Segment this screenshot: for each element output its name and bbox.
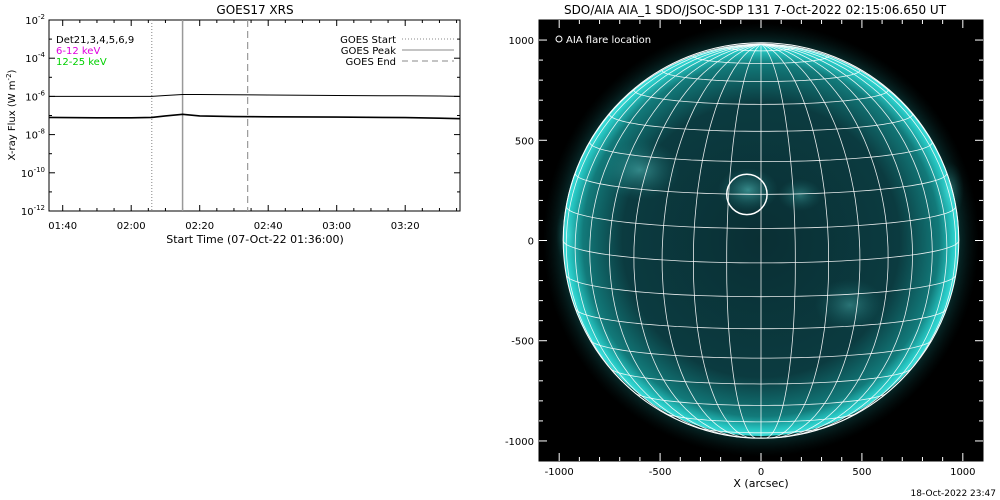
aia-x-tick-label: 500 (852, 467, 871, 478)
flare-location-circle (725, 173, 768, 216)
aia-legend: AIA flare location (555, 35, 651, 46)
heliographic-grid-line (574, 43, 762, 428)
aia-y-tick-label: 500 (515, 136, 534, 147)
active-region-center-east (778, 179, 822, 211)
goes-y-tick-label: 10-10 (21, 166, 45, 180)
goes-x-tick-label: 03:00 (322, 221, 351, 232)
goes-x-tick-label: 02:00 (117, 221, 146, 232)
aia-chart-title: SDO/AIA AIA_1 SDO/JSOC-SDP 131 7-Oct-202… (564, 3, 947, 17)
goes-y-tick-label: 10-12 (21, 204, 45, 218)
solar-limb-circle (562, 42, 960, 439)
heliographic-grid-line (693, 43, 762, 439)
goes-event-lines (151, 20, 249, 211)
goes-energy-annotation-low: 6-12 keV (56, 46, 100, 57)
goes-x-tick-label: 03:20 (391, 221, 420, 232)
goes-y-tick-label: 10-8 (25, 128, 45, 142)
heliographic-grid-line (760, 43, 948, 428)
aia-legend-label: AIA flare location (566, 35, 651, 46)
goes-legend-end-label: GOES End (346, 57, 396, 68)
active-region-limb-east (556, 205, 580, 265)
heliographic-grid (562, 42, 960, 439)
goes-legend: GOES Start GOES Peak GOES End (340, 35, 454, 68)
aia-x-tick-label: 0 (758, 467, 764, 478)
goes-y-tick-label: 10-4 (25, 51, 45, 65)
aia-legend-marker (555, 35, 563, 43)
goes-series-group (48, 94, 461, 120)
heliographic-grid-line (760, 43, 933, 434)
aia-sun-image (543, 23, 979, 457)
aia-y-tick-label: -1000 (505, 437, 534, 448)
goes-y-tick-label: 10-2 (25, 13, 45, 27)
heliographic-grid-line (760, 43, 829, 439)
heliographic-grid-line (760, 43, 913, 437)
active-region-east (600, 140, 680, 200)
heliographic-grid-line (609, 43, 762, 437)
goes-x-axis-label: Start Time (07-Oct-22 01:36:00) (166, 233, 344, 246)
footer-timestamp: 18-Oct-2022 23:47 (911, 489, 996, 499)
goes-series-line (49, 94, 461, 97)
goes-energy-annotation-high: 12-25 keV (56, 57, 107, 68)
aia-y-tick-label: -500 (511, 337, 534, 348)
aia-x-axis-label: X (arcsec) (733, 477, 788, 490)
heliographic-grid-line (633, 43, 762, 438)
goes-xrs-chart: GOES17 XRS 10-2 10-4 10-6 10-8 10-10 10-12 01… (5, 3, 461, 246)
goes-x-axis: 01:40 02:00 02:20 02:40 03:00 03:20 (48, 20, 458, 232)
goes-x-tick-label: 01:40 (48, 221, 77, 232)
goes-legend-peak-label: GOES Peak (341, 46, 396, 57)
goes-det-annotation: Det21,3,4,5,6,9 (56, 35, 134, 46)
aia-y-tick-label: 1000 (509, 36, 534, 47)
heliographic-grid-line (726, 43, 762, 439)
aia-x-tick-label: 1000 (950, 467, 975, 478)
goes-plot-frame (48, 19, 461, 212)
goes-chart-title: GOES17 XRS (216, 3, 293, 17)
goes-x-tick-label: 02:40 (254, 221, 283, 232)
active-region-southwest (815, 279, 885, 331)
aia-y-tick-label: 0 (528, 237, 534, 248)
heliographic-grid-line (760, 43, 889, 438)
aia-y-axis: 1000 500 0 -500 -1000 (505, 36, 983, 448)
goes-y-tick-label: 10-6 (25, 89, 45, 103)
heliographic-grid-line (661, 43, 762, 438)
heliographic-grid-line (760, 43, 957, 403)
goes-legend-start-label: GOES Start (340, 35, 396, 46)
aia-x-axis: -1000 -500 0 500 1000 (545, 20, 976, 478)
heliographic-grid-line (565, 43, 762, 403)
aia-x-tick-label: -500 (649, 467, 672, 478)
aia-x-tick-label: -1000 (545, 467, 574, 478)
heliographic-grid-line (760, 43, 861, 438)
heliographic-grid-line (589, 43, 762, 434)
goes-y-axis-label: X-ray Flux (W m-2) (5, 69, 18, 160)
goes-x-tick-label: 02:20 (185, 221, 214, 232)
goes-series-line (48, 113, 461, 120)
aia-image-chart: SDO/AIA AIA_1 SDO/JSOC-SDP 131 7-Oct-202… (505, 3, 984, 490)
heliographic-grid-line (760, 43, 796, 439)
active-region-limb-west (936, 162, 964, 218)
